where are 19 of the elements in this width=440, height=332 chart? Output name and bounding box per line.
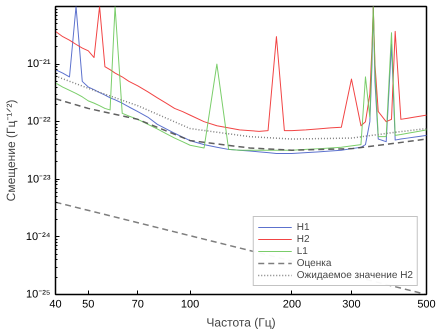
y-tick-label: 10⁻²³ — [26, 173, 51, 186]
x-tick-label: 500 — [417, 298, 436, 310]
legend-label: Оценка — [296, 257, 332, 269]
legend-label: H1 — [296, 221, 311, 233]
legend-label: H2 — [296, 233, 311, 245]
x-tick-label: 300 — [342, 298, 361, 310]
x-tick-label: 70 — [132, 298, 144, 310]
x-tick-label: 200 — [282, 298, 302, 310]
x-tick-label: 50 — [82, 298, 94, 310]
x-axis-title: Частота (Гц) — [206, 316, 276, 330]
legend-label: L1 — [296, 245, 309, 257]
y-tick-label: 10⁻²² — [26, 116, 51, 128]
legend-label: Ожидаемое значение H2 — [296, 269, 413, 281]
y-tick-label: 10⁻²⁵ — [26, 288, 51, 300]
y-tick-label: 10⁻²⁴ — [26, 230, 51, 243]
x-tick-label: 40 — [49, 298, 62, 310]
y-tick-label: 10⁻²¹ — [26, 58, 51, 70]
y-axis-title: Смещение (Гц⁻¹ᐟ²) — [4, 100, 18, 202]
x-tick-label: 100 — [180, 298, 200, 310]
